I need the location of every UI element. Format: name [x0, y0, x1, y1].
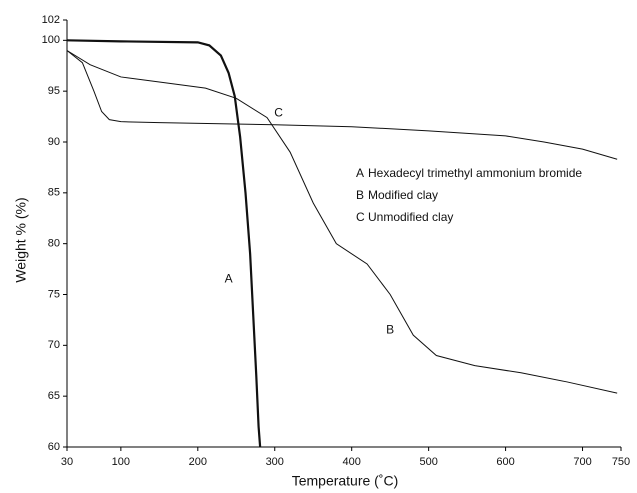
y-tick-label: 102	[42, 14, 60, 26]
y-tick-label: 95	[48, 85, 60, 97]
legend-label: Modified clay	[368, 188, 438, 202]
y-tick-label: 85	[48, 187, 60, 199]
x-tick-label: 500	[419, 456, 437, 468]
x-tick-label: 100	[112, 456, 130, 468]
y-tick-label: 80	[48, 238, 60, 250]
curve-label: B	[386, 322, 394, 336]
legend-key: A	[356, 166, 364, 180]
y-tick-label: 70	[48, 339, 60, 351]
curve-label: A	[225, 271, 233, 285]
legend-key: B	[356, 188, 364, 202]
x-tick-label: 600	[496, 456, 514, 468]
y-tick-label: 100	[42, 34, 60, 46]
line-series	[66, 50, 618, 160]
y-axis-label: Weight % (%)	[13, 197, 29, 282]
x-tick-label: 30	[61, 456, 73, 468]
y-tick-label: 60	[48, 441, 60, 453]
line-series	[66, 50, 618, 394]
x-axis-label: Temperature (˚C)	[292, 473, 399, 489]
legend-key: C	[356, 210, 365, 224]
y-tick-label: 75	[48, 288, 60, 300]
y-tick-label: 90	[48, 136, 60, 148]
legend-label: Unmodified clay	[368, 210, 453, 224]
x-tick-label: 400	[343, 456, 361, 468]
x-tick-label: 300	[266, 456, 284, 468]
x-tick-label: 700	[573, 456, 591, 468]
legend-label: Hexadecyl trimethyl ammonium bromide	[368, 166, 582, 180]
x-tick-label: 200	[189, 456, 207, 468]
curve-label: C	[274, 106, 283, 120]
x-tick-label: 750	[612, 456, 630, 468]
line-series	[66, 39, 262, 448]
y-tick-label: 65	[48, 390, 60, 402]
